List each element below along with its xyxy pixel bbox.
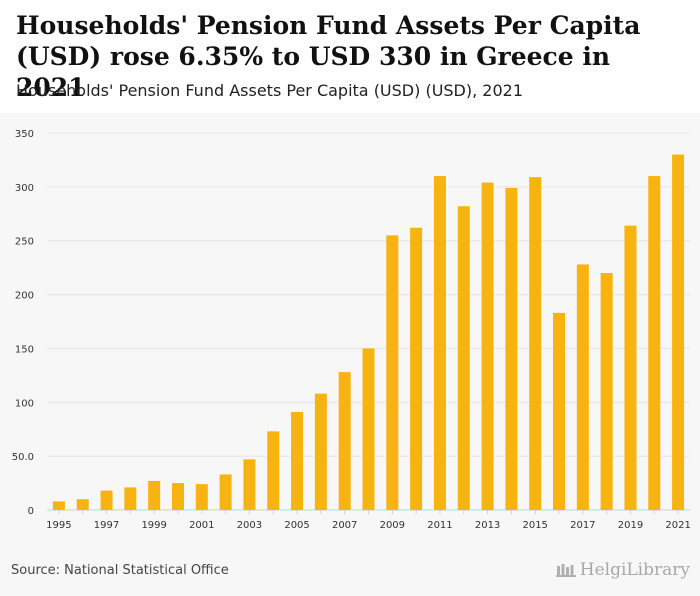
bar-2009[interactable] [386, 235, 399, 510]
y-tick-label: 100 [15, 398, 34, 409]
x-tick-label: 1997 [94, 520, 119, 531]
bar-2020[interactable] [648, 176, 661, 511]
bar-1998[interactable] [124, 487, 137, 510]
page-title: Households' Pension Fund Assets Per Capi… [16, 11, 641, 102]
bar-1996[interactable] [76, 499, 89, 510]
bar-2002[interactable] [219, 474, 232, 510]
bar-2006[interactable] [314, 393, 327, 510]
bar-2021[interactable] [672, 154, 685, 511]
bar-1999[interactable] [148, 480, 161, 510]
x-tick-label: 2007 [332, 520, 357, 531]
bar-2017[interactable] [576, 264, 589, 510]
y-tick-label: 250 [15, 237, 34, 248]
x-tick-label: 2021 [665, 520, 690, 531]
library-icon [555, 564, 576, 577]
bar-2005[interactable] [291, 411, 304, 510]
x-tick-label: 2011 [427, 520, 452, 531]
bar-2010[interactable] [410, 227, 423, 510]
y-tick-label: 50.0 [12, 452, 34, 463]
source-note: Source: National Statistical Office [11, 563, 229, 578]
x-tick-label: 2009 [380, 520, 405, 531]
y-tick-label: 350 [15, 129, 34, 140]
bar-chart: 0 50.0 100 150 200 250 300 350 1995 1997 1999 2001… [12, 129, 691, 531]
bar-2015[interactable] [529, 177, 542, 511]
bar-2011[interactable] [433, 176, 446, 511]
bar-2004[interactable] [267, 431, 280, 510]
x-tick-label: 1999 [141, 520, 166, 531]
x-tick-label: 2005 [284, 520, 309, 531]
bar-2001[interactable] [195, 484, 208, 510]
x-axis-ticks: 1995 1997 1999 2001 2003 2005 2007 2009 2011 2013… [46, 510, 691, 531]
bars [52, 154, 685, 511]
bar-1997[interactable] [100, 490, 113, 510]
x-tick-label: 1995 [46, 520, 71, 531]
x-tick-label: 2015 [522, 520, 547, 531]
x-tick-label: 2001 [189, 520, 214, 531]
bar-2003[interactable] [243, 459, 256, 510]
y-tick-label: 150 [15, 344, 34, 355]
x-tick-label: 2017 [570, 520, 595, 531]
y-tick-label: 300 [15, 183, 34, 194]
bar-2013[interactable] [481, 182, 494, 510]
y-tick-label: 0 [28, 506, 34, 517]
y-tick-label: 200 [15, 291, 34, 302]
bar-2008[interactable] [362, 348, 375, 510]
header: Households' Pension Fund Assets Per Capi… [0, 0, 700, 113]
page-subtitle: Households' Pension Fund Assets Per Capi… [16, 81, 524, 100]
x-tick-label: 2013 [475, 520, 500, 531]
bar-2016[interactable] [553, 312, 566, 510]
bar-2014[interactable] [505, 187, 518, 510]
bar-1995[interactable] [52, 501, 65, 510]
bar-2018[interactable] [600, 273, 613, 510]
bar-2012[interactable] [457, 206, 470, 510]
bar-2007[interactable] [338, 372, 351, 510]
bar-2000[interactable] [171, 483, 184, 510]
y-axis-ticks: 0 50.0 100 150 200 250 300 350 [12, 129, 34, 517]
bar-2019[interactable] [624, 225, 637, 510]
helgilibrary-logo[interactable]: HelgiLibrary [555, 560, 690, 580]
logo-text: HelgiLibrary [579, 560, 690, 580]
x-tick-label: 2019 [618, 520, 643, 531]
x-tick-label: 2003 [237, 520, 262, 531]
